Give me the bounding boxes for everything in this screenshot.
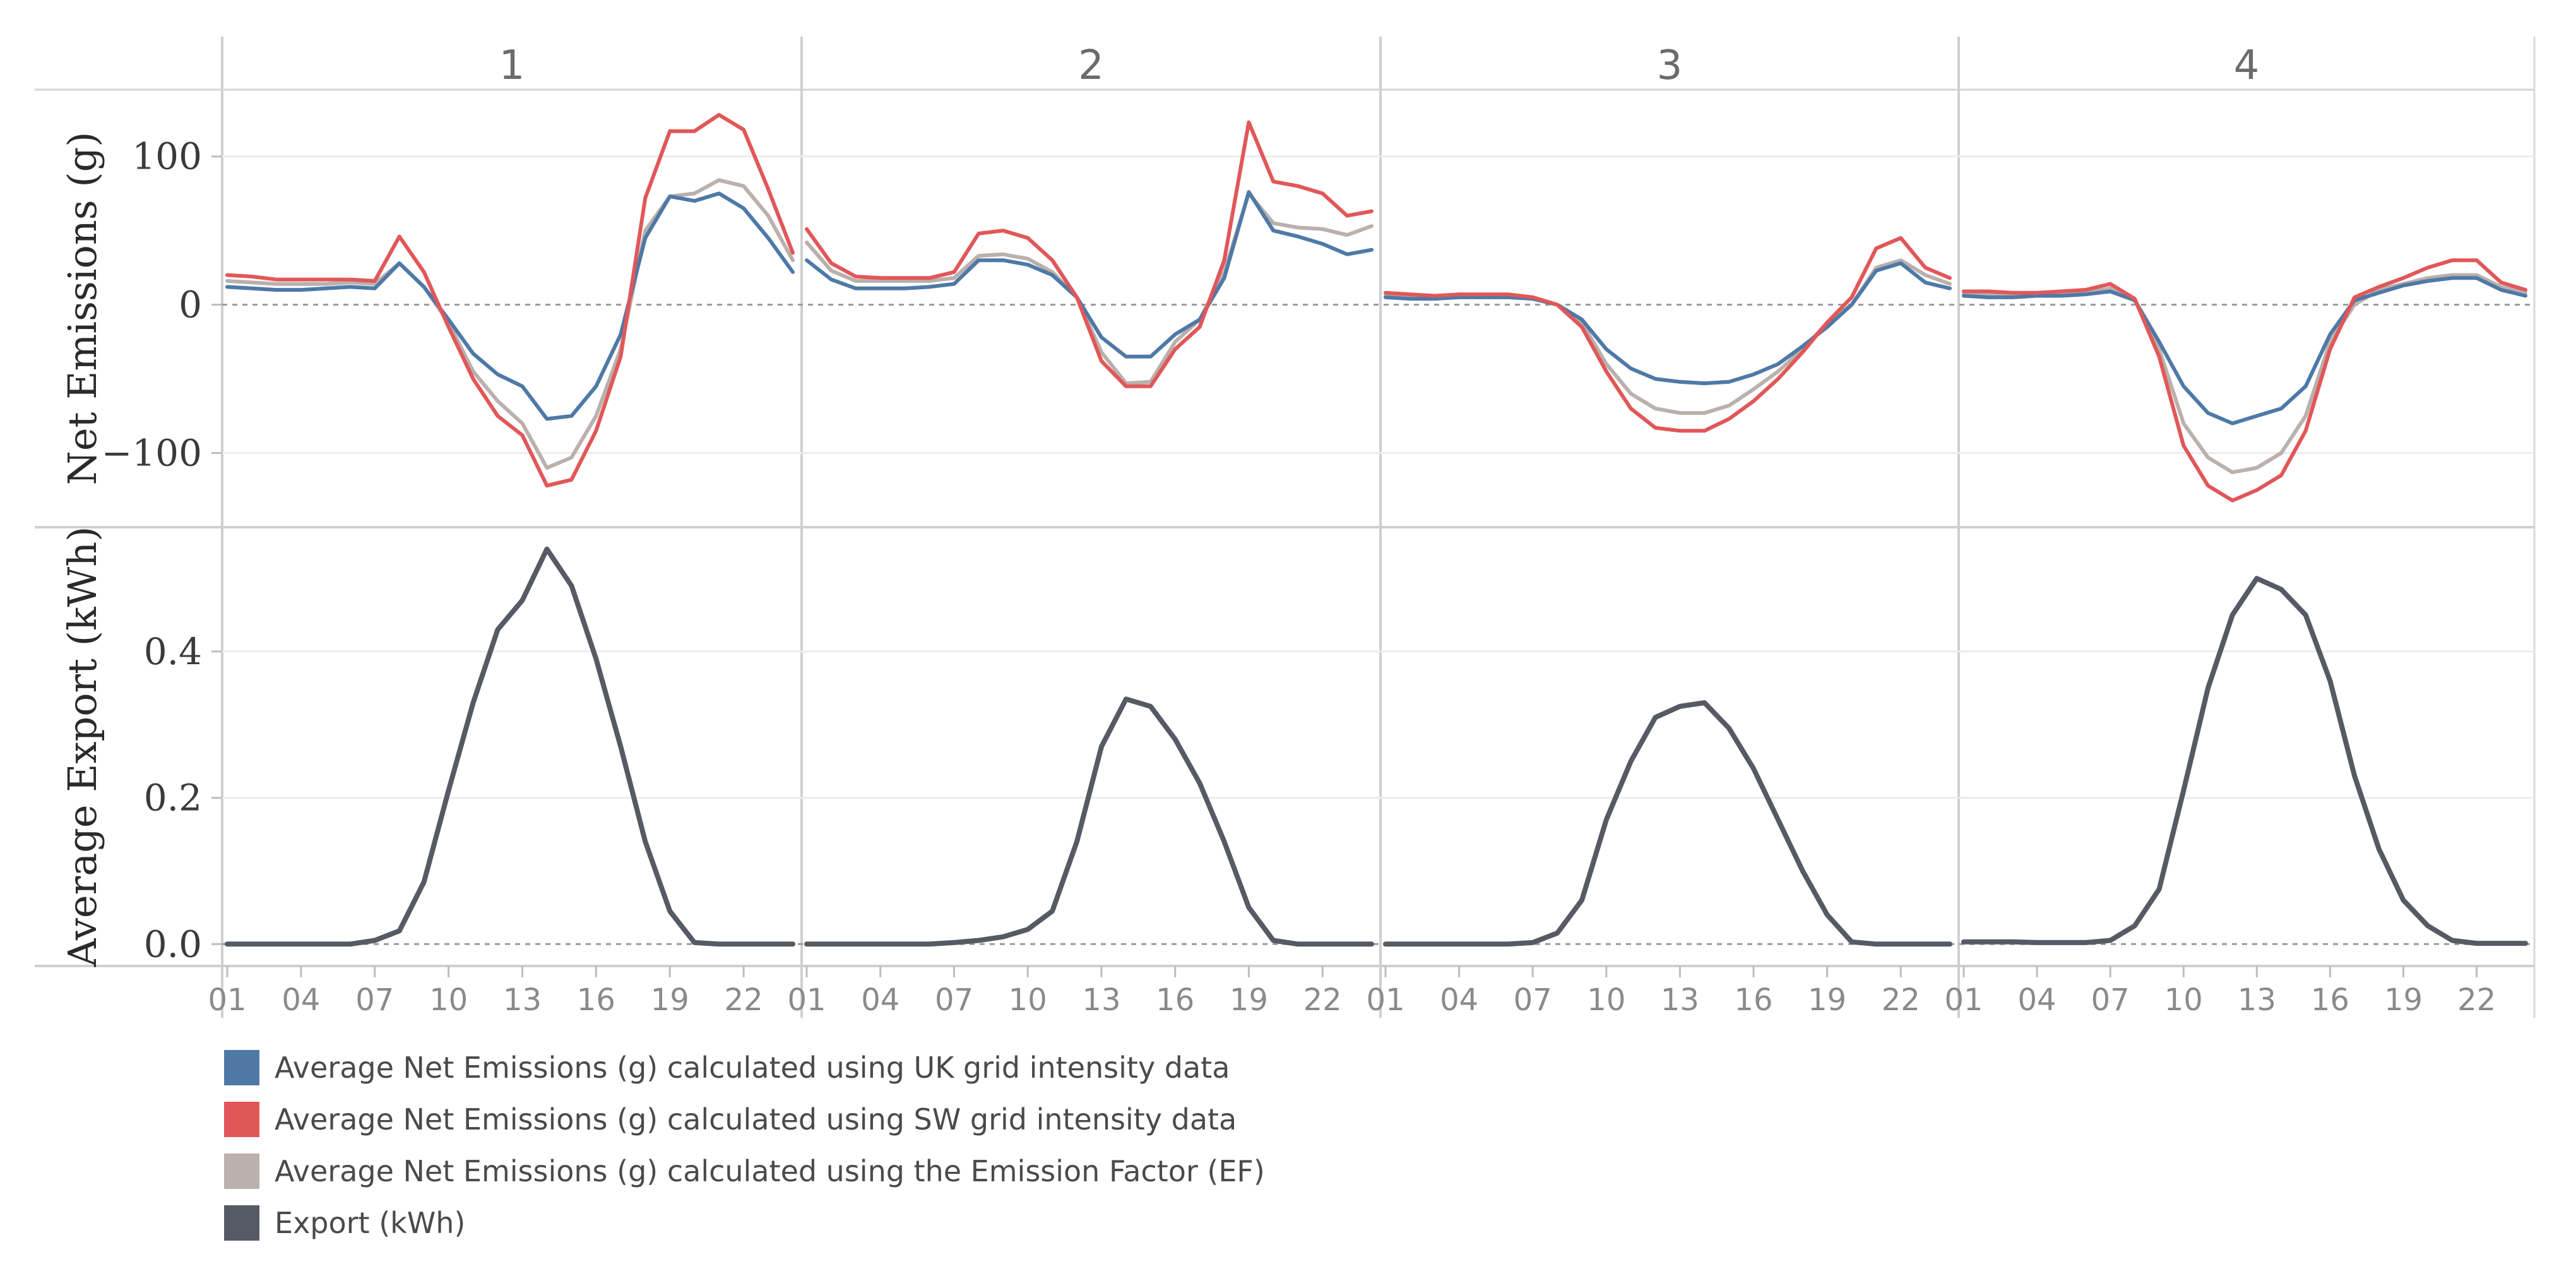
xtick-label-p3-3: 10: [1587, 982, 1625, 1018]
top-series-1-panel-1-line: [225, 112, 795, 488]
xtick-label-p4-6: 19: [2384, 982, 2423, 1018]
legend-item-export: Export (kWh): [224, 1197, 1265, 1249]
top-series-0-panel-2-line: [805, 190, 1374, 359]
legend-swatch-sw: [224, 1102, 259, 1137]
bottom-series-0-panel-4-line: [1961, 576, 2528, 946]
legend-label-sw: Average Net Emissions (g) calculated usi…: [275, 1102, 1237, 1136]
xtick-label-p3-2: 07: [1514, 982, 1552, 1018]
xtick-label-p2-0: 01: [787, 982, 826, 1018]
xtick-label-p1-3: 10: [429, 982, 468, 1018]
xtick-label-p2-4: 13: [1082, 982, 1120, 1018]
legend-label-ef: Average Net Emissions (g) calculated usi…: [275, 1154, 1265, 1188]
legend-label-export: Export (kWh): [275, 1206, 466, 1240]
xtick-label-p2-5: 16: [1156, 982, 1194, 1018]
legend-item-sw: Average Net Emissions (g) calculated usi…: [224, 1094, 1265, 1145]
xtick-label-p3-0: 01: [1366, 982, 1404, 1018]
top-series-0-panel-1-line: [225, 191, 795, 421]
top-ytick-label-2: −100: [102, 432, 202, 475]
xtick-label-p4-5: 16: [2311, 982, 2349, 1018]
legend-label-uk: Average Net Emissions (g) calculated usi…: [275, 1051, 1230, 1085]
legend-item-ef: Average Net Emissions (g) calculated usi…: [224, 1145, 1265, 1197]
xtick-label-p2-2: 07: [935, 982, 973, 1018]
bottom-y-axis-label: Average Export (kWh): [59, 527, 105, 968]
bottom-ytick-label-2: 0.0: [144, 922, 202, 965]
bottom-ytick-label-1: 0.2: [144, 777, 202, 820]
bottom-ytick-label-0: 0.4: [144, 630, 202, 673]
xtick-label-p4-0: 01: [1944, 982, 1983, 1018]
xtick-label-p1-6: 19: [651, 982, 689, 1018]
panel-title-1: 1: [499, 42, 525, 89]
xtick-label-p3-1: 04: [1440, 982, 1478, 1018]
xtick-label-p3-7: 22: [1882, 982, 1920, 1018]
legend-swatch-uk: [224, 1050, 259, 1085]
xtick-label-p4-1: 04: [2018, 982, 2057, 1018]
xtick-label-p1-5: 16: [577, 982, 615, 1018]
xtick-label-p1-2: 07: [355, 982, 394, 1018]
top-series-1-panel-2-line: [805, 120, 1374, 388]
top-y-axis-label: Net Emissions (g): [59, 132, 105, 486]
top-ytick-label-1: 0: [179, 283, 202, 326]
xtick-label-p1-1: 04: [282, 982, 320, 1018]
xtick-label-p3-6: 19: [1808, 982, 1846, 1018]
xtick-label-p4-2: 07: [2091, 982, 2130, 1018]
legend: Average Net Emissions (g) calculated usi…: [224, 1042, 1265, 1249]
top-series-0-panel-4-line: [1962, 276, 2527, 426]
bottom-series-0-panel-1-line: [225, 546, 795, 947]
xtick-label-p3-5: 16: [1735, 982, 1773, 1018]
xtick-label-p4-3: 10: [2164, 982, 2203, 1018]
panel-title-3: 3: [1657, 42, 1683, 89]
top-series-2-panel-1-line: [225, 178, 795, 470]
top-series-1-panel-3-line: [1384, 236, 1952, 433]
legend-item-uk: Average Net Emissions (g) calculated usi…: [224, 1042, 1265, 1094]
xtick-label-p2-6: 19: [1230, 982, 1268, 1018]
top-series-0-panel-3-line: [1384, 261, 1952, 386]
legend-swatch-ef: [224, 1154, 259, 1189]
xtick-label-p4-7: 22: [2457, 982, 2496, 1018]
panel-title-2: 2: [1078, 42, 1104, 89]
panel-title-4: 4: [2234, 42, 2260, 89]
legend-swatch-export: [224, 1205, 259, 1241]
bottom-series-0-panel-2-line: [804, 696, 1374, 947]
xtick-label-p1-4: 13: [503, 982, 542, 1018]
xtick-label-p3-4: 13: [1661, 982, 1699, 1018]
xtick-label-p2-7: 22: [1303, 982, 1342, 1018]
bottom-series-0-panel-3-line: [1383, 700, 1952, 947]
xtick-label-p2-1: 04: [861, 982, 899, 1018]
top-ytick-label-0: 100: [132, 135, 202, 178]
xtick-label-p1-0: 01: [208, 982, 246, 1018]
xtick-label-p4-4: 13: [2238, 982, 2276, 1018]
xtick-label-p2-3: 10: [1009, 982, 1047, 1018]
top-series-1-panel-4-line: [1962, 258, 2527, 503]
xtick-label-p1-7: 22: [725, 982, 763, 1018]
